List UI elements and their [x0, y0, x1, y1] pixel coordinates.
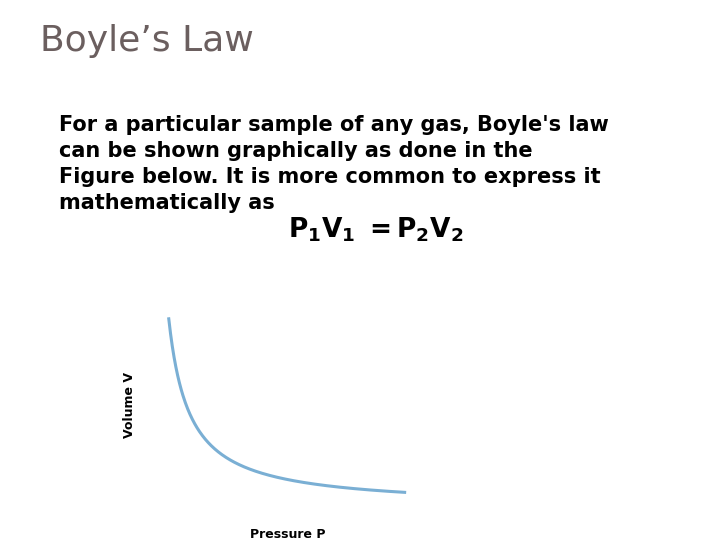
Text: mathematically as: mathematically as [59, 193, 275, 213]
Text: Volume V: Volume V [123, 372, 136, 438]
Text: can be shown graphically as done in the: can be shown graphically as done in the [59, 141, 533, 161]
Text: Boyle’s Law: Boyle’s Law [40, 24, 253, 58]
Text: $\mathbf{P_1V_1\ =P_2V_2}$: $\mathbf{P_1V_1\ =P_2V_2}$ [288, 216, 464, 245]
Text: For a particular sample of any gas, Boyle's law: For a particular sample of any gas, Boyl… [59, 115, 609, 135]
Text: Figure below. It is more common to express it: Figure below. It is more common to expre… [59, 167, 600, 187]
Text: Pressure P: Pressure P [251, 528, 325, 540]
